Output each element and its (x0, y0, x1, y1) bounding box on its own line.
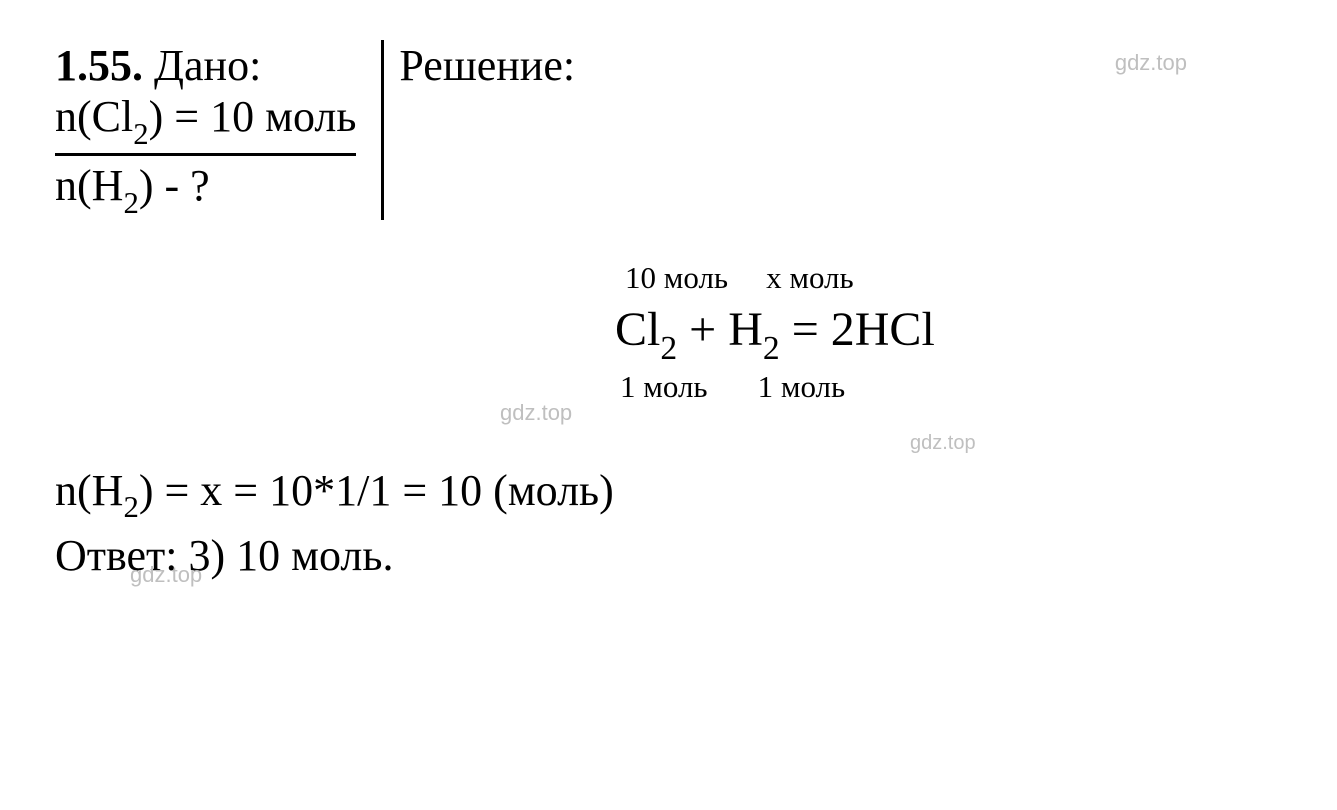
equation-block: 10 моль x моль Cl2 + H2 = 2HCl 1 моль 1 … (615, 260, 1282, 405)
annotation-cl-stoich: 1 моль (620, 369, 708, 405)
equation-top-annotations: 10 моль x моль (625, 260, 1282, 296)
given-line-3: n(H2) - ? (55, 156, 356, 218)
given-line-1: 1.55. Дано: (55, 40, 356, 91)
annotation-cl-amount: 10 моль (625, 260, 728, 296)
watermark: gdz.top (910, 432, 976, 455)
equation-main: Cl2 + H2 = 2HCl (615, 302, 1282, 365)
annotation-h-amount: x моль (766, 260, 854, 296)
given-cl-prefix: n(Cl (55, 92, 133, 141)
calc-prefix: n(H (55, 466, 123, 515)
given-h-suffix: ) - ? (139, 161, 210, 210)
watermark: gdz.top (1115, 50, 1187, 76)
given-h-prefix: n(H (55, 161, 123, 210)
eq-plus-h: + H (677, 303, 763, 356)
given-label: Дано: (154, 41, 261, 90)
problem-number: 1.55. (55, 41, 143, 90)
watermark: gdz.top (500, 400, 572, 426)
solution-label: Решение: (384, 40, 575, 91)
watermark: gdz.top (130, 562, 202, 588)
equation-bottom-annotations: 1 моль 1 моль (620, 369, 1282, 405)
calc-suffix: ) = x = 10*1/1 = 10 (моль) (139, 466, 614, 515)
answer-line: Ответ: 3) 10 моль. (55, 530, 1282, 581)
annotation-h-stoich: 1 моль (758, 369, 846, 405)
given-cl-sub: 2 (133, 117, 148, 151)
given-line-2: n(Cl2) = 10 моль (55, 91, 356, 156)
eq-eq-hcl: = 2HCl (780, 303, 935, 356)
given-block: 1.55. Дано: n(Cl2) = 10 моль n(H2) - ? (55, 40, 381, 218)
calc-sub: 2 (123, 490, 138, 524)
eq-cl: Cl (615, 303, 660, 356)
eq-cl-sub: 2 (660, 330, 677, 367)
given-h-sub: 2 (123, 186, 138, 220)
eq-h-sub: 2 (763, 330, 780, 367)
given-cl-suffix: ) = 10 моль (149, 92, 357, 141)
calculation-line: n(H2) = x = 10*1/1 = 10 (моль) (55, 465, 1282, 523)
problem-header: 1.55. Дано: n(Cl2) = 10 моль n(H2) - ? Р… (55, 40, 1282, 220)
